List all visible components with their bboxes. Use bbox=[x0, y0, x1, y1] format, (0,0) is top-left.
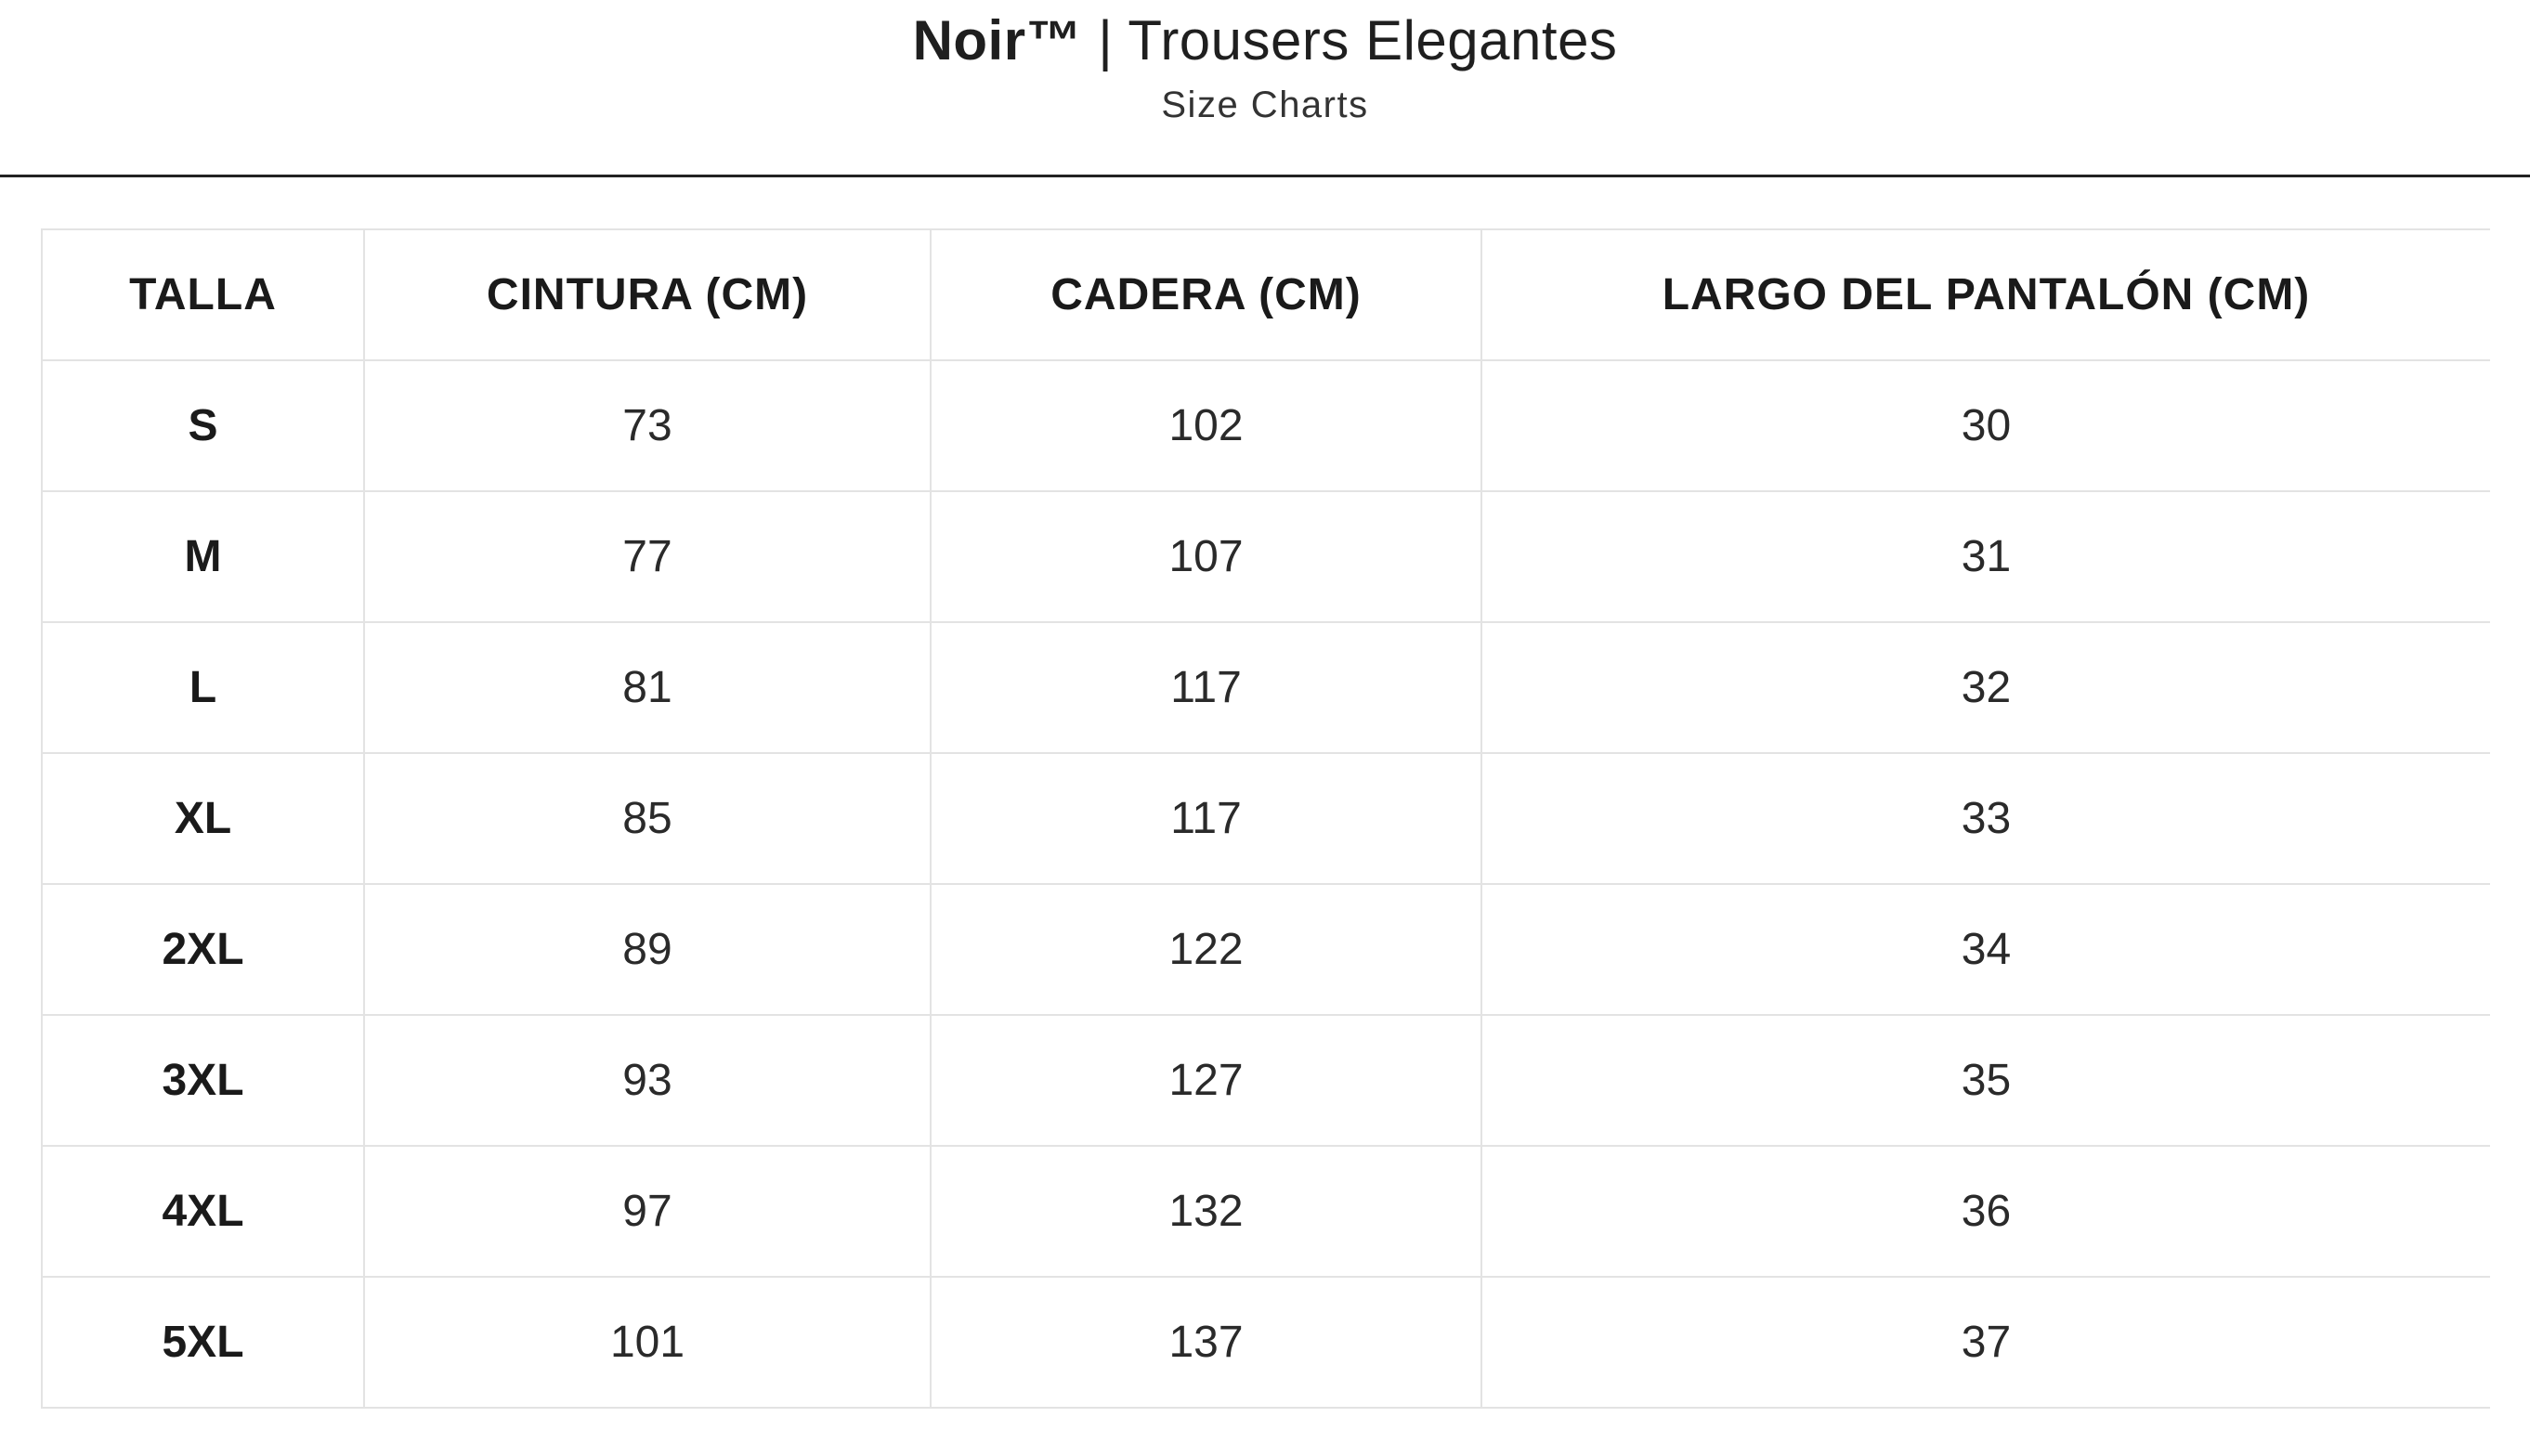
size-cell: 5XL bbox=[41, 1276, 365, 1409]
size-cell: 4XL bbox=[41, 1145, 365, 1278]
table-row: 4XL 97 132 36 bbox=[41, 1145, 2490, 1278]
table-row: S 73 102 30 bbox=[41, 359, 2490, 492]
header-divider bbox=[0, 175, 2530, 177]
page-subtitle: Size Charts bbox=[1161, 84, 1369, 125]
column-header-largo: LARGO DEL PANTALÓN (CM) bbox=[1480, 228, 2490, 361]
table-row: M 77 107 31 bbox=[41, 490, 2490, 623]
length-cell: 32 bbox=[1480, 621, 2490, 754]
waist-cell: 85 bbox=[363, 752, 932, 885]
size-cell: 2XL bbox=[41, 883, 365, 1016]
waist-cell: 73 bbox=[363, 359, 932, 492]
table-row: 3XL 93 127 35 bbox=[41, 1014, 2490, 1147]
hip-cell: 137 bbox=[930, 1276, 1482, 1409]
table-row: 5XL 101 137 37 bbox=[41, 1276, 2490, 1409]
waist-cell: 97 bbox=[363, 1145, 932, 1278]
hip-cell: 117 bbox=[930, 752, 1482, 885]
size-chart: TALLA CINTURA (CM) CADERA (CM) LARGO DEL… bbox=[41, 228, 2490, 1409]
column-header-talla: TALLA bbox=[41, 228, 365, 361]
page-title: Noir™ | Trousers Elegantes bbox=[0, 7, 2530, 74]
hip-cell: 122 bbox=[930, 883, 1482, 1016]
waist-cell: 77 bbox=[363, 490, 932, 623]
size-cell: S bbox=[41, 359, 365, 492]
size-cell: M bbox=[41, 490, 365, 623]
size-cell: XL bbox=[41, 752, 365, 885]
hip-cell: 132 bbox=[930, 1145, 1482, 1278]
waist-cell: 81 bbox=[363, 621, 932, 754]
length-cell: 35 bbox=[1480, 1014, 2490, 1147]
length-cell: 30 bbox=[1480, 359, 2490, 492]
hip-cell: 107 bbox=[930, 490, 1482, 623]
waist-cell: 101 bbox=[363, 1276, 932, 1409]
column-header-cadera: CADERA (CM) bbox=[930, 228, 1482, 361]
column-header-cintura: CINTURA (CM) bbox=[363, 228, 932, 361]
size-cell: 3XL bbox=[41, 1014, 365, 1147]
length-cell: 31 bbox=[1480, 490, 2490, 623]
size-cell: L bbox=[41, 621, 365, 754]
brand-name: Noir™ bbox=[912, 9, 1083, 72]
size-table: TALLA CINTURA (CM) CADERA (CM) LARGO DEL… bbox=[41, 228, 2490, 1409]
length-cell: 37 bbox=[1480, 1276, 2490, 1409]
header: Noir™ | Trousers Elegantes Size Charts bbox=[0, 0, 2530, 176]
length-cell: 33 bbox=[1480, 752, 2490, 885]
table-row: XL 85 117 33 bbox=[41, 752, 2490, 885]
table-header-row: TALLA CINTURA (CM) CADERA (CM) LARGO DEL… bbox=[41, 228, 2490, 361]
hip-cell: 102 bbox=[930, 359, 1482, 492]
hip-cell: 117 bbox=[930, 621, 1482, 754]
waist-cell: 93 bbox=[363, 1014, 932, 1147]
product-name: | Trousers Elegantes bbox=[1082, 9, 1618, 72]
table-row: L 81 117 32 bbox=[41, 621, 2490, 754]
length-cell: 34 bbox=[1480, 883, 2490, 1016]
length-cell: 36 bbox=[1480, 1145, 2490, 1278]
table-row: 2XL 89 122 34 bbox=[41, 883, 2490, 1016]
hip-cell: 127 bbox=[930, 1014, 1482, 1147]
waist-cell: 89 bbox=[363, 883, 932, 1016]
